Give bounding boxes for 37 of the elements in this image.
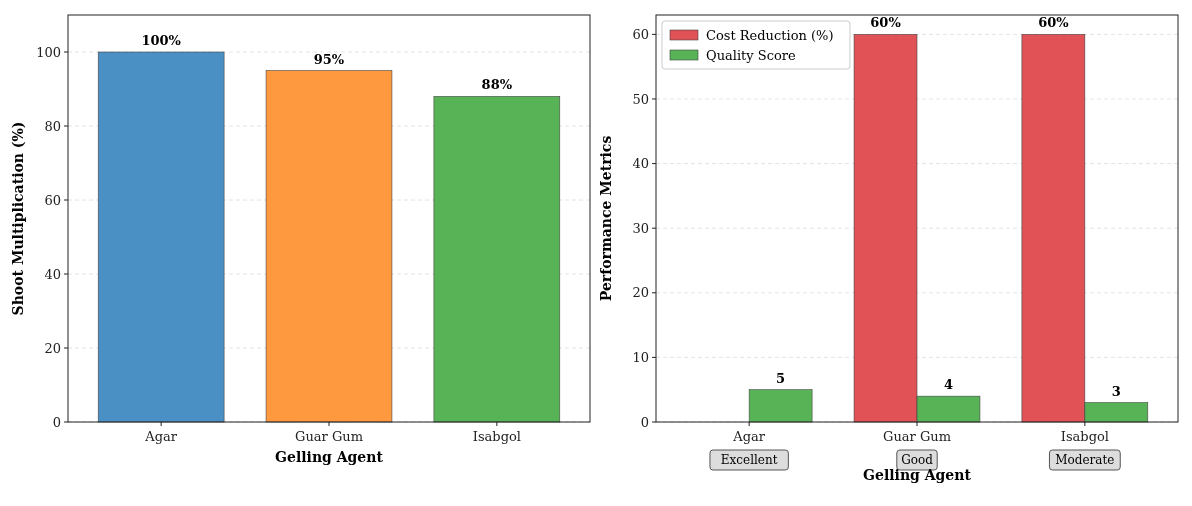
- data-label: 100%: [141, 33, 182, 48]
- y-tick-label: 0: [52, 414, 61, 430]
- y-tick-label: 80: [44, 118, 61, 134]
- y-axis-title: Shoot Multiplication (%): [10, 121, 26, 316]
- text: Excellent: [720, 453, 778, 468]
- y-tick-label: 60: [632, 26, 649, 42]
- text: Good: [901, 453, 934, 468]
- x-tick-label: Isabgol: [1060, 429, 1109, 444]
- data-label: 5: [776, 370, 786, 386]
- data-label: 95%: [313, 51, 345, 67]
- data-label: 88%: [481, 77, 513, 93]
- x-tick-label: Guar Gum: [883, 429, 951, 444]
- x-axis-title: Gelling Agent: [275, 449, 384, 465]
- data-label: 60%: [1038, 15, 1070, 31]
- data-label: 4: [943, 377, 953, 393]
- y-tick-label: 60: [44, 192, 61, 208]
- y-axis-title: Performance Metrics: [598, 135, 614, 302]
- x-tick-label: Isabgol: [472, 429, 521, 444]
- data-label: 3: [1111, 383, 1121, 399]
- x-tick-label: Guar Gum: [295, 429, 363, 444]
- y-tick-label: 40: [44, 266, 61, 282]
- y-tick-label: 10: [632, 349, 649, 365]
- y-tick-label: 50: [632, 91, 649, 107]
- y-tick-label: 20: [44, 340, 61, 356]
- x-axis-title: Gelling Agent: [863, 467, 972, 483]
- legend-label: Cost Reduction (%): [706, 27, 834, 43]
- y-tick-label: 0: [640, 414, 649, 430]
- y-tick-label: 100: [36, 44, 61, 60]
- bar: [748, 389, 813, 423]
- legend-label: Quality Score: [706, 47, 797, 63]
- text: Moderate: [1055, 453, 1115, 468]
- y-tick-label: 20: [632, 285, 649, 301]
- x-tick-label: Agar: [732, 429, 766, 444]
- y-tick-label: 30: [632, 220, 649, 236]
- y-tick-label: 40: [632, 156, 649, 172]
- data-label: 60%: [870, 15, 902, 31]
- x-tick-label: Agar: [144, 429, 178, 444]
